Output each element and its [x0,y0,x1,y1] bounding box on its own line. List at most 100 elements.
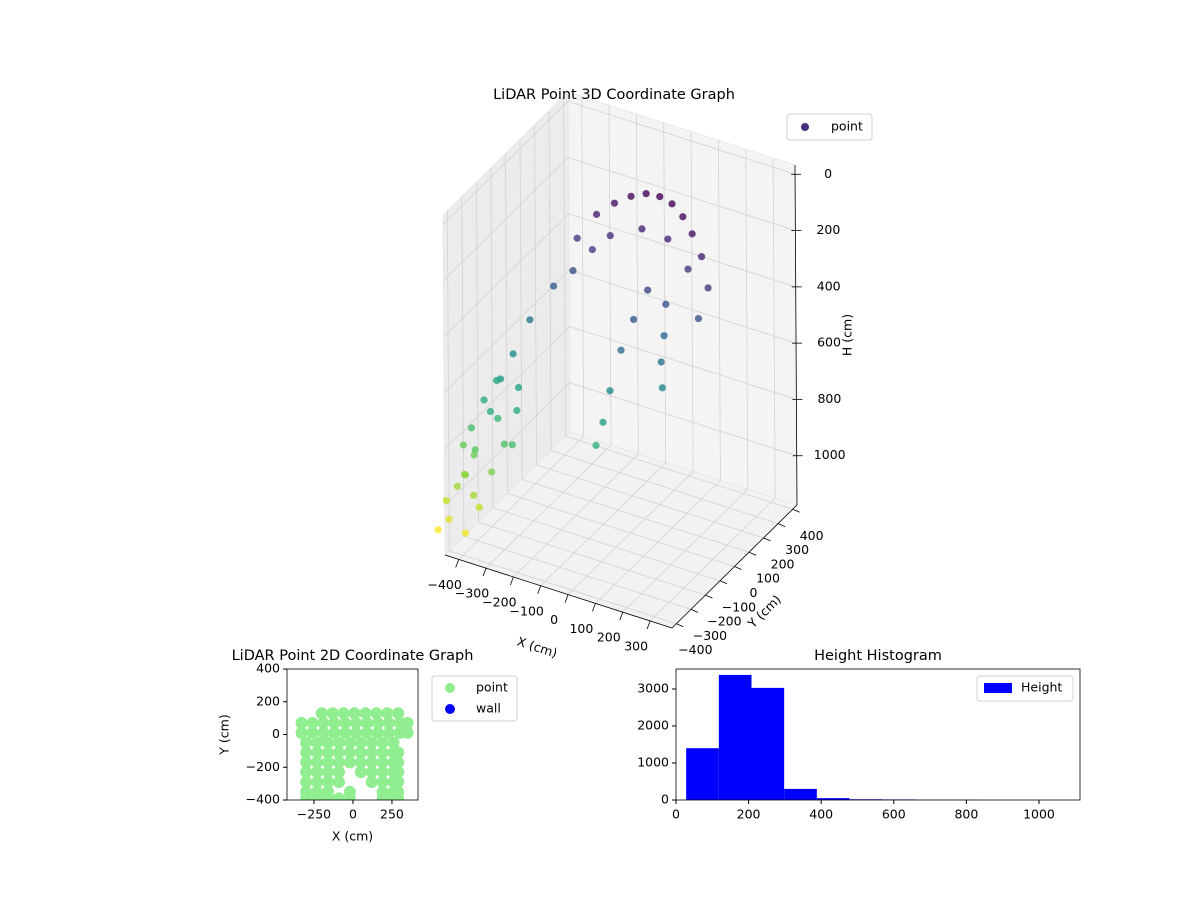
grid-line [563,96,567,437]
point [588,246,596,254]
x-axis-label: X (cm) [332,829,373,844]
point [376,766,389,779]
y-tick-label: −300 [693,628,727,643]
grid-line [568,213,796,288]
point [401,726,414,739]
point [311,756,324,769]
point [376,756,389,769]
point [365,775,378,788]
y-tick-label: 400 [256,661,280,676]
grid-line [505,153,508,494]
grid-line [443,213,569,338]
point [311,766,324,779]
point [365,756,378,769]
point [630,315,638,324]
y-tick [690,609,699,613]
point [382,717,395,730]
y-tick-label: 0 [750,585,758,600]
point [300,792,313,800]
y-axis-line [671,504,798,629]
grid-line [521,478,750,553]
point [657,358,665,366]
point [392,707,405,720]
point [494,414,502,423]
point [664,235,672,243]
legend-label: point [476,680,508,695]
point [434,526,442,534]
x-axis-label: X (cm) [515,634,559,661]
x-tick-label: 600 [882,807,906,822]
grid-line [519,139,523,480]
point [300,736,313,749]
x-tick-label: 800 [954,807,978,822]
chart-title: Height Histogram [814,648,942,664]
x-tick [564,594,569,603]
point [371,726,384,739]
y-tick [792,508,800,513]
plot-frame [675,668,1081,801]
point [513,406,521,415]
point [660,332,668,340]
legend-marker [801,123,809,131]
point [688,230,696,238]
grid-line [690,131,694,472]
grid-line [443,157,569,281]
grid-line [567,100,796,175]
point [343,746,356,759]
x-tick [482,568,487,577]
x-tick [646,620,651,630]
z-tick-label: 0 [824,166,832,181]
bar [718,674,752,800]
point [467,424,476,432]
grid-line [548,110,552,451]
y-tick [777,523,786,527]
y-tick [763,537,771,542]
y-tick-label: 2000 [637,717,669,732]
point [480,396,488,404]
grid-line [635,113,639,454]
point [514,383,523,392]
point [322,775,335,788]
point [668,200,676,208]
grid-line [565,435,793,510]
grid-line [478,521,706,596]
x-tick-label: 200 [737,807,761,822]
y-tick-label: 100 [756,571,780,586]
point [322,756,335,769]
point [332,756,345,769]
x-tick-label: 400 [809,807,833,822]
point [339,726,352,739]
grid-line [745,149,749,490]
point [370,707,383,720]
point [322,792,335,800]
grid-line [507,493,735,567]
point [599,418,607,426]
x-tick-label: −250 [297,807,331,822]
point [387,736,400,749]
point [508,441,516,449]
point [475,503,483,511]
point [365,736,378,749]
point [592,210,601,218]
y-tick-label: −100 [722,599,756,614]
point [500,440,508,448]
grid-line [444,326,570,450]
z-tick-label: 200 [816,222,840,237]
y-tick [734,566,742,570]
point [610,199,619,207]
y-tick-label: −400 [678,642,712,657]
y-tick-label: 400 [800,528,824,543]
point [493,376,501,385]
point [592,441,600,449]
point [606,387,614,395]
y-tick-label: −200 [707,614,741,629]
point [445,515,453,523]
point [300,766,313,779]
grid-line [569,326,797,400]
point [350,726,363,739]
grid-line [490,167,494,508]
point [343,736,356,749]
point [365,746,378,759]
point [332,736,345,749]
